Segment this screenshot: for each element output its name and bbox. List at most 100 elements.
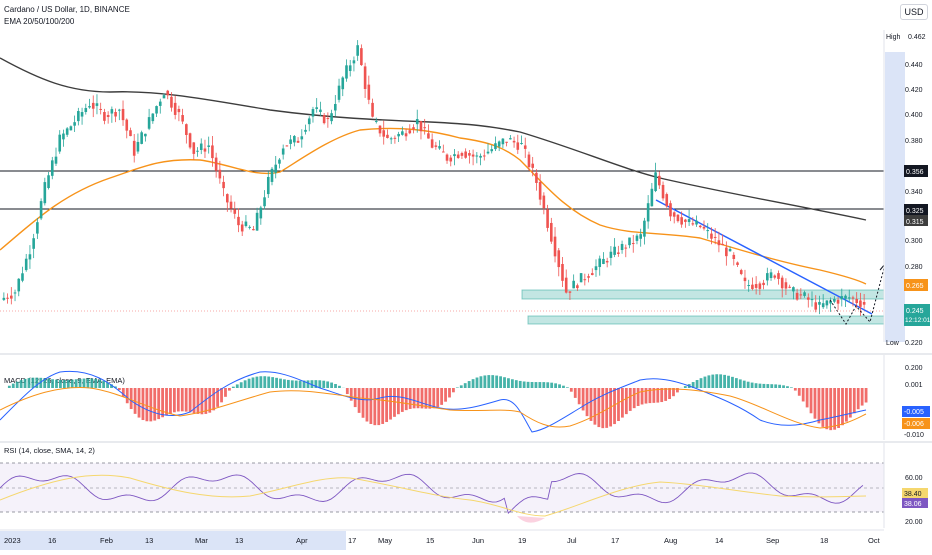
candle (543, 196, 546, 209)
macd-pane[interactable]: MACD (12, 26, close, 9, EMA, EMA) 0.200 … (0, 355, 930, 440)
candle (144, 134, 147, 137)
macd-bar (169, 388, 172, 414)
macd-bar (271, 377, 274, 388)
macd-bar (373, 388, 376, 425)
candle (777, 273, 780, 279)
candle (796, 293, 799, 300)
price-pane[interactable] (0, 30, 887, 342)
macd-bar (810, 388, 813, 413)
candle (300, 136, 303, 139)
candle (368, 85, 371, 100)
candle (807, 297, 810, 299)
macd-bar (389, 388, 392, 420)
candle (524, 145, 527, 148)
candle (420, 121, 423, 131)
macd-bar (739, 379, 742, 388)
macd-bar (220, 388, 223, 402)
candle (200, 144, 203, 150)
candle (297, 141, 300, 143)
macd-bar (381, 388, 384, 424)
macd-bar (24, 379, 27, 388)
macd-bar (236, 384, 239, 388)
candle (211, 145, 214, 158)
candle (766, 273, 769, 280)
badge-rsi-sma-text: 38.40 (904, 491, 922, 498)
macd-bar (546, 382, 549, 388)
macd-bar (20, 380, 23, 388)
macd-bar (480, 376, 483, 388)
time-tick: 18 (820, 536, 828, 545)
macd-bar (201, 388, 204, 414)
candle (103, 112, 106, 121)
candle (729, 249, 732, 251)
macd-bar (523, 381, 526, 388)
macd-bar (432, 388, 435, 408)
candle (237, 217, 240, 225)
candle (248, 227, 251, 228)
macd-bar (578, 388, 581, 404)
candle (308, 118, 311, 124)
macd-bar (759, 384, 762, 388)
macd-bar (629, 388, 632, 411)
macd-bar (837, 388, 840, 428)
candle (773, 276, 776, 278)
macd-bar (829, 388, 832, 430)
price-tick: 0.400 (905, 112, 923, 119)
macd-bar (232, 387, 235, 388)
candle (315, 107, 318, 109)
candle (77, 111, 80, 121)
price-tick: 0.280 (905, 264, 923, 271)
macd-bar (751, 383, 754, 388)
candle (725, 248, 728, 257)
candle (732, 255, 735, 259)
candle (256, 213, 259, 231)
macd-bar (334, 384, 337, 388)
rsi-pane[interactable]: RSI (14, close, SMA, 14, 2) 60.00 38.40 … (0, 443, 928, 528)
time-tick: Mar (195, 536, 208, 545)
candle (762, 283, 765, 285)
candle (334, 104, 337, 110)
macd-bar (511, 379, 514, 388)
macd-bar (149, 388, 152, 421)
candle (125, 120, 128, 131)
candle (219, 170, 222, 179)
currency-button[interactable]: USD (900, 4, 928, 20)
time-tick: 13 (235, 536, 243, 545)
candle (88, 106, 91, 107)
macd-bar (338, 386, 341, 388)
price-axis[interactable]: 0.462 High 0.440 0.420 0.400 0.380 0.340… (884, 30, 932, 347)
candle (17, 279, 20, 292)
rsi-tick: 20.00 (905, 519, 923, 526)
macd-bar (790, 387, 793, 388)
candle (207, 145, 210, 147)
candle (505, 142, 508, 143)
candle (166, 91, 169, 96)
candle (669, 203, 672, 216)
macd-bar (656, 388, 659, 403)
candle (565, 278, 568, 293)
candle (781, 278, 784, 289)
candle (192, 142, 195, 154)
candle (330, 113, 333, 121)
macd-bar (75, 379, 78, 388)
candle (472, 155, 475, 157)
price-tick: 0.340 (905, 189, 923, 196)
time-tick: 17 (348, 536, 356, 545)
candle (513, 141, 516, 143)
macd-bar (330, 383, 333, 388)
candle (360, 48, 363, 65)
candle (677, 215, 680, 221)
candle (427, 133, 430, 138)
macd-bar (762, 384, 765, 388)
macd-bar (668, 388, 671, 399)
candle (185, 124, 188, 135)
macd-bar (476, 378, 479, 388)
macd-bar (468, 381, 471, 388)
candle (260, 208, 263, 219)
candle (73, 122, 76, 125)
time-tick: 13 (145, 536, 153, 545)
candle (412, 127, 415, 129)
